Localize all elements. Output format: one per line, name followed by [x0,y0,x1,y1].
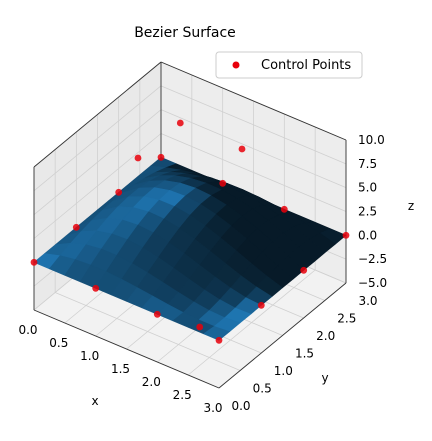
control-point [134,154,142,162]
x-axis-line [33,309,220,389]
pane-edge-top-left [33,61,162,168]
control-point [196,323,204,331]
grid-left-z [33,109,162,215]
x-axis-label: x [91,394,98,408]
grid-floor-y [55,292,241,371]
control-point [238,145,246,153]
legend-box [215,51,363,79]
z-tick-label: 2.5 [358,205,377,219]
y-tick-label: 1.5 [295,347,314,361]
y-tick-label: 2.5 [337,312,356,326]
legend: Control Points [215,51,363,79]
control-point [219,179,227,187]
y-axis-line [218,282,347,389]
control-point [153,310,161,318]
grid-back-z [160,109,347,189]
legend-entry-control-points: Control Points [261,58,351,73]
y-axis-label: y [321,371,328,385]
z-tick-label: 0.0 [358,228,377,242]
x-tick-label: 0.0 [18,323,37,337]
y-tick-label: 3.0 [358,294,377,308]
z-tick-label: −2.5 [358,252,387,266]
y-tick-label: 0.5 [253,382,272,396]
control-point [280,205,288,213]
y-tick-label: 2.0 [316,329,335,343]
y-tick-label: 0.0 [231,399,250,413]
control-point [215,336,223,344]
pane-edge-top-back [160,61,347,141]
control-point [157,153,165,161]
control-point [176,119,184,127]
grid-left-z [33,85,162,192]
x-tick-label: 0.5 [49,336,68,350]
z-tick-label: 7.5 [358,157,377,171]
grid-left-z [33,133,162,239]
grid-back-z [160,133,347,212]
bezier-surface [33,157,347,341]
control-point [257,301,265,309]
z-tick-label: −5.0 [358,276,387,290]
chart-title: Bezier Surface [134,25,236,41]
grid-back-z [160,85,347,165]
y-tick-label: 1.0 [274,364,293,378]
x-tick-label: 1.0 [80,349,99,363]
tick-labels: 0.00.51.01.52.02.53.0 0.00.51.01.52.02.53… [18,133,387,415]
x-tick-label: 1.5 [111,362,130,376]
control-point [342,231,350,239]
control-point [72,223,80,231]
z-axis-label: z [408,199,414,213]
x-tick-label: 2.5 [173,388,192,402]
legend-marker [232,61,240,69]
x-tick-label: 2.0 [142,375,161,389]
control-point [115,188,123,196]
z-tick-label: 10.0 [358,133,385,147]
z-tick-label: 5.0 [358,181,377,195]
control-point [92,284,100,292]
surface-patch [203,326,230,341]
x-tick-label: 3.0 [203,401,222,415]
control-points [30,119,350,344]
control-point [300,266,308,274]
axis-lines [33,61,347,389]
control-point [30,258,38,266]
